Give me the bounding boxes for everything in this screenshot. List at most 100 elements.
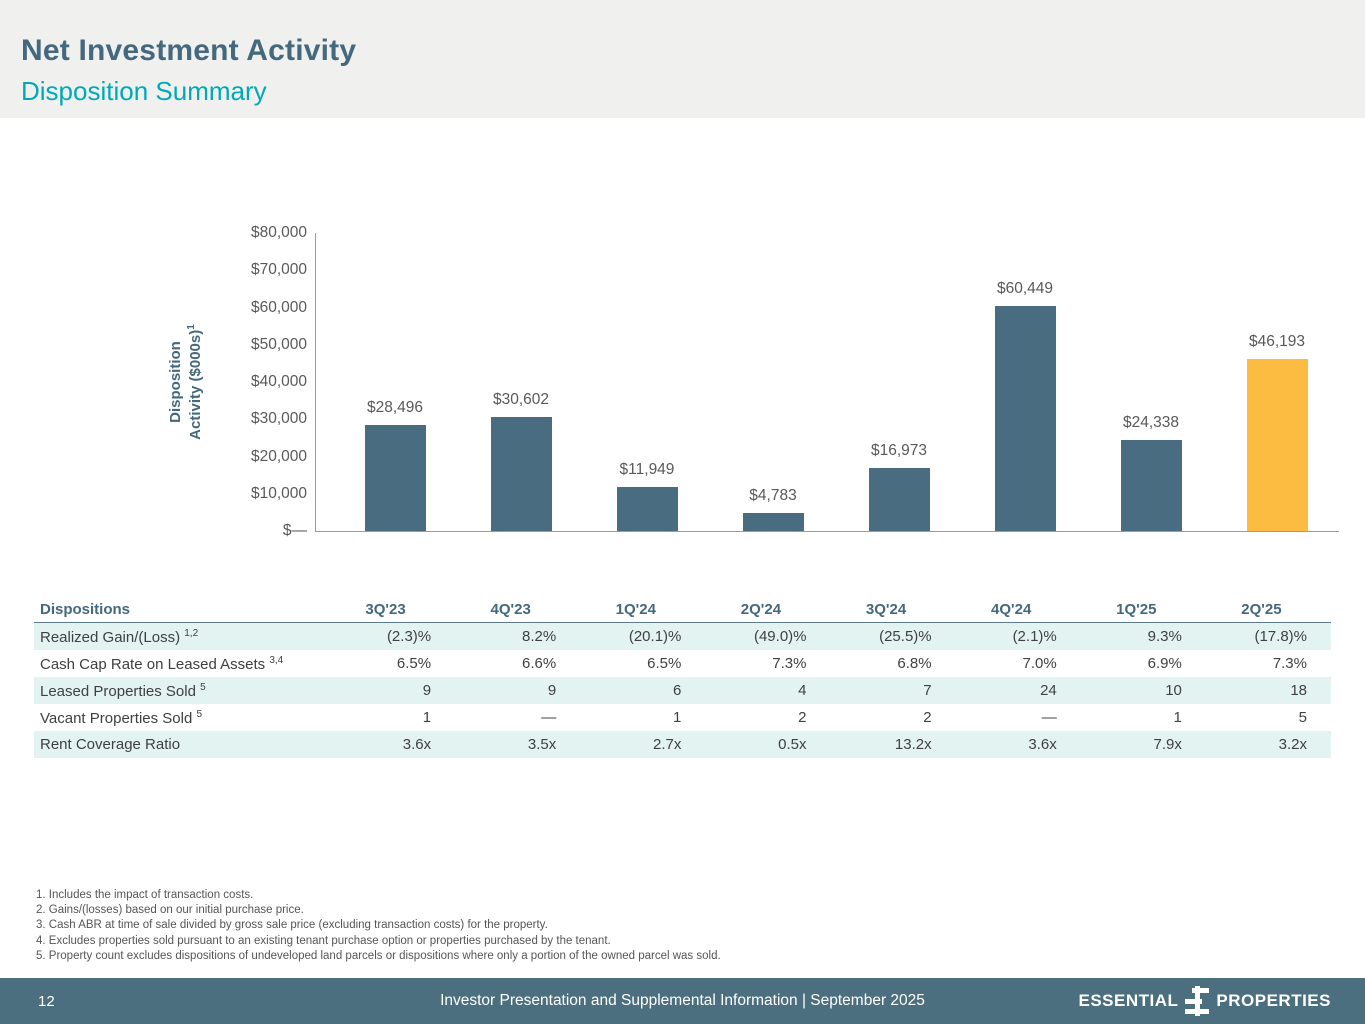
table-cell: 7 bbox=[923, 682, 932, 699]
footer-bar: 12 Investor Presentation and Supplementa… bbox=[0, 978, 1365, 1024]
dispositions-table: Dispositions 3Q'23 4Q'23 1Q'24 2Q'24 3Q'24 4Q'… bbox=[34, 596, 1331, 758]
table-cell: 3.2x bbox=[1278, 736, 1307, 753]
y-tick-label: $— bbox=[282, 522, 307, 539]
bar-1Q'25 bbox=[1121, 440, 1182, 531]
table-row: Leased Properties Sold 5 9 9 6 4 7 24 10 18 bbox=[34, 677, 1331, 704]
table-cell: (2.3)% bbox=[386, 628, 432, 645]
table-cell: 6.9% bbox=[1147, 655, 1182, 672]
bar-value-label: $11,949 bbox=[619, 460, 675, 478]
table-cell: 3.5x bbox=[527, 736, 557, 753]
table-cell: 6.6% bbox=[522, 655, 557, 672]
table-cell: 9.3% bbox=[1147, 628, 1182, 645]
table-header-row: Dispositions 3Q'23 4Q'23 1Q'24 2Q'24 3Q'24 4Q'… bbox=[34, 596, 1331, 623]
table-column-header: 3Q'24 bbox=[865, 600, 907, 618]
table-row: Vacant Properties Sold 5 1 — 1 2 2 — 1 5 bbox=[34, 704, 1331, 731]
bar-value-label: $30,602 bbox=[492, 391, 550, 409]
company-logo: ESSENTIAL PROPERTIES bbox=[1079, 978, 1332, 1024]
bar-value-label: $28,496 bbox=[366, 398, 424, 416]
bar-1Q'24 bbox=[617, 486, 678, 531]
plot-area: $28,496 $30,602 $11,949 $4,783 $16,973 $60,44… bbox=[315, 233, 1339, 532]
table-cell: 10 bbox=[1165, 682, 1182, 699]
table-row: Cash Cap Rate on Leased Assets 3,4 6.5% 6.… bbox=[34, 650, 1331, 677]
table-cell: 8.2% bbox=[522, 628, 557, 645]
page-title: Net Investment Activity bbox=[21, 34, 357, 67]
table-cell: 6 bbox=[673, 682, 682, 699]
logo-word-properties: PROPERTIES bbox=[1216, 991, 1331, 1010]
y-tick-label: $60,000 bbox=[250, 298, 307, 316]
table-cell: 2 bbox=[798, 709, 807, 726]
table-row: Realized Gain/(Loss) 1,2 (2.3)% 8.2% (20.1)… bbox=[34, 623, 1331, 650]
footnote-line: 4. Excludes properties sold pursuant to … bbox=[36, 934, 611, 947]
y-tick-label: $40,000 bbox=[250, 373, 307, 390]
bar-2Q'25 bbox=[1247, 358, 1308, 531]
table-cell: 6.8% bbox=[897, 655, 932, 672]
header-band bbox=[0, 0, 1365, 118]
table-cell: 7.9x bbox=[1153, 736, 1182, 753]
bar-2Q'24 bbox=[743, 513, 804, 531]
table-row-label: Cash Cap Rate on Leased Assets 3,4 bbox=[40, 654, 284, 673]
table-column-header: 2Q'24 bbox=[740, 600, 782, 618]
table-cell: 18 bbox=[1290, 682, 1307, 699]
bar-3Q'24 bbox=[869, 467, 930, 531]
table-cell: (2.1)% bbox=[1012, 628, 1057, 645]
table-column-header: 4Q'23 bbox=[490, 600, 531, 618]
table-cell: 7.0% bbox=[1022, 655, 1057, 672]
bar-4Q'24 bbox=[995, 305, 1056, 531]
table-cell: (17.8)% bbox=[1254, 628, 1307, 645]
table-cell: 7.3% bbox=[772, 655, 807, 672]
table-cell: (49.0)% bbox=[753, 628, 807, 645]
table-cell: (20.1)% bbox=[628, 628, 682, 645]
table-column-header: 1Q'24 bbox=[615, 600, 656, 618]
table-cell: 6.5% bbox=[396, 655, 432, 672]
footnote-line: 5. Property count excludes dispositions … bbox=[36, 949, 721, 962]
table-cell: 1 bbox=[673, 709, 682, 726]
table-cell: 2.7x bbox=[653, 736, 682, 753]
y-tick-label: $50,000 bbox=[250, 335, 307, 353]
table-cell: 7.3% bbox=[1272, 655, 1307, 672]
table-column-header: 3Q'23 bbox=[365, 600, 406, 618]
bar-4Q'23 bbox=[491, 417, 552, 531]
page-number: 12 bbox=[38, 992, 55, 1010]
table-cell: 1 bbox=[1173, 709, 1182, 726]
table-cell: 5 bbox=[1298, 709, 1307, 726]
table-cell: 2 bbox=[923, 709, 932, 726]
y-tick-label: $70,000 bbox=[250, 261, 307, 279]
bar-value-label: $60,449 bbox=[996, 279, 1054, 297]
table-column-header: 2Q'25 bbox=[1241, 600, 1282, 618]
table-cell: 3.6x bbox=[402, 736, 432, 753]
table-row-label: Realized Gain/(Loss) 1,2 bbox=[40, 627, 199, 646]
table-cell: 9 bbox=[547, 682, 557, 699]
y-tick-label: $10,000 bbox=[250, 484, 307, 502]
table-cell: 13.2x bbox=[894, 736, 932, 753]
table-cell: 3.6x bbox=[1028, 736, 1057, 753]
footnote-line: 3. Cash ABR at time of sale divided by g… bbox=[36, 919, 548, 932]
table-cell: — bbox=[541, 709, 557, 726]
table-row: Rent Coverage Ratio 3.6x 3.5x 2.7x 0.5x 13.2… bbox=[34, 731, 1331, 758]
bar-3Q'23 bbox=[365, 424, 426, 531]
y-tick-label: $30,000 bbox=[250, 410, 307, 428]
table-cell: 0.5x bbox=[778, 736, 807, 753]
footer-caption: Investor Presentation and Supplemental I… bbox=[440, 992, 925, 1009]
table-row-label: Rent Coverage Ratio bbox=[40, 736, 181, 753]
essential-properties-logo-icon bbox=[1185, 986, 1210, 1016]
bar-value-label: $4,783 bbox=[749, 487, 797, 505]
bar-value-label: $16,973 bbox=[870, 441, 928, 459]
footnotes: 1. Includes the impact of transaction co… bbox=[36, 888, 721, 964]
table-cell: 24 bbox=[1040, 682, 1057, 699]
table-cell: 1 bbox=[422, 709, 432, 726]
footnote-line: 1. Includes the impact of transaction co… bbox=[36, 889, 254, 901]
table-column-header: 1Q'25 bbox=[1116, 600, 1157, 618]
bar-value-label: $46,193 bbox=[1248, 332, 1306, 350]
table-cell: (25.5)% bbox=[879, 628, 932, 645]
table-cell: — bbox=[1041, 709, 1057, 726]
table-row-label: Vacant Properties Sold 5 bbox=[40, 708, 203, 727]
bar-value-label: $24,338 bbox=[1122, 414, 1180, 432]
page-subtitle: Disposition Summary bbox=[21, 76, 267, 106]
table-column-header: 4Q'24 bbox=[991, 600, 1032, 618]
table-cell: 6.5% bbox=[647, 655, 682, 672]
y-tick-label: $20,000 bbox=[250, 447, 307, 465]
y-axis-tick-labels: $80,000 $70,000 $60,000 $50,000 $40,000 $30,0… bbox=[200, 224, 307, 539]
logo-word-essential: ESSENTIAL bbox=[1078, 991, 1179, 1010]
y-tick-label: $80,000 bbox=[250, 224, 307, 241]
